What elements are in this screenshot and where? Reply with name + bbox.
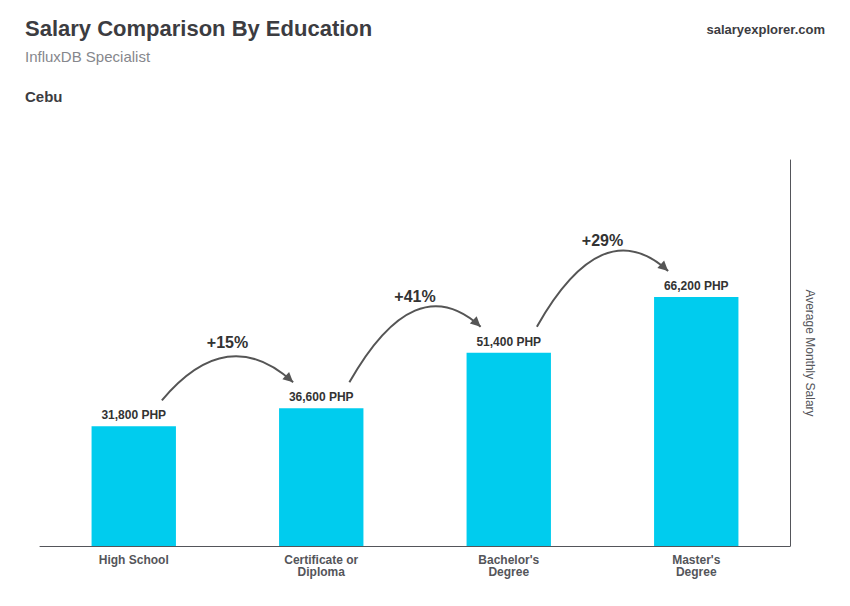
svg-text:Master's: Master's bbox=[672, 553, 721, 567]
svg-text:31,800 PHP: 31,800 PHP bbox=[101, 408, 166, 422]
svg-text:Degree: Degree bbox=[488, 565, 529, 579]
svg-text:High School: High School bbox=[99, 553, 169, 567]
svg-text:Diploma: Diploma bbox=[298, 565, 346, 579]
svg-text:51,400 PHP: 51,400 PHP bbox=[476, 335, 541, 349]
svg-text:+15%: +15% bbox=[207, 334, 248, 351]
svg-text:66,200 PHP: 66,200 PHP bbox=[664, 279, 729, 293]
svg-text:Cebu: Cebu bbox=[25, 88, 63, 105]
svg-text:Certificate or: Certificate or bbox=[284, 553, 359, 567]
svg-text:salaryexplorer.com: salaryexplorer.com bbox=[706, 22, 825, 37]
svg-text:Salary Comparison By Education: Salary Comparison By Education bbox=[25, 16, 372, 41]
svg-text:Bachelor's: Bachelor's bbox=[478, 553, 540, 567]
svg-text:+29%: +29% bbox=[582, 232, 623, 249]
svg-text:InfluxDB Specialist: InfluxDB Specialist bbox=[25, 48, 151, 65]
svg-text:+41%: +41% bbox=[394, 288, 435, 305]
svg-text:Degree: Degree bbox=[676, 565, 717, 579]
svg-text:Average Monthly Salary: Average Monthly Salary bbox=[803, 289, 817, 416]
svg-text:36,600 PHP: 36,600 PHP bbox=[289, 390, 354, 404]
